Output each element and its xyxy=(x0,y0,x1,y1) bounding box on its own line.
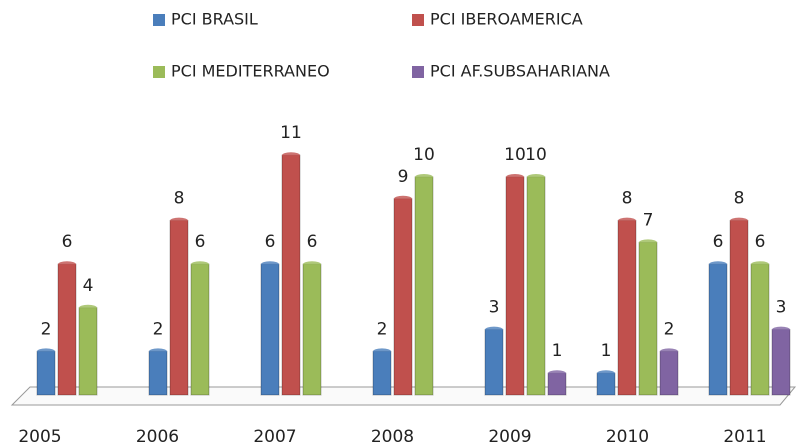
bar-cap xyxy=(751,261,769,268)
value-label: 1 xyxy=(552,341,563,361)
value-label: 6 xyxy=(713,232,724,252)
bar xyxy=(302,263,322,396)
x-tick-label: 2007 xyxy=(253,427,296,446)
bar-cap xyxy=(730,217,748,224)
x-tick-label: 2005 xyxy=(18,427,61,446)
value-label: 10 xyxy=(504,145,526,165)
bar xyxy=(169,220,189,396)
bar-cap xyxy=(506,174,524,180)
bar xyxy=(190,263,210,396)
bar-cap xyxy=(618,217,636,224)
bar-cap xyxy=(79,304,97,311)
bar xyxy=(78,307,98,396)
legend-label: PCI IBEROAMERICA xyxy=(430,10,583,29)
value-label: 6 xyxy=(265,232,276,252)
bar xyxy=(547,372,567,396)
value-label: 10 xyxy=(525,145,547,165)
bar-cap xyxy=(149,348,167,355)
bar-cap xyxy=(373,348,391,355)
bar xyxy=(617,220,637,396)
legend-label: PCI MEDITERRANEO xyxy=(171,62,330,81)
value-label: 2 xyxy=(153,319,164,339)
value-label: 2 xyxy=(41,319,52,339)
bar xyxy=(372,350,392,396)
value-label: 8 xyxy=(622,189,633,209)
legend-swatch xyxy=(153,14,165,26)
bar xyxy=(659,350,679,396)
value-label: 3 xyxy=(776,298,787,318)
value-label: 6 xyxy=(195,232,206,252)
value-label: 2 xyxy=(664,319,675,339)
value-label: 8 xyxy=(734,189,745,209)
value-label: 4 xyxy=(83,276,94,296)
bar-cap xyxy=(261,261,279,268)
bar xyxy=(148,350,168,396)
x-tick-label: 2011 xyxy=(723,427,766,446)
bar-cap xyxy=(772,326,790,333)
bar xyxy=(729,220,749,396)
bar-cap xyxy=(191,261,209,268)
value-label: 6 xyxy=(755,232,766,252)
bar xyxy=(414,176,434,396)
value-label: 10 xyxy=(413,145,435,165)
value-label: 6 xyxy=(62,232,73,252)
value-label: 6 xyxy=(307,232,318,252)
bar xyxy=(708,263,728,396)
x-tick-label: 2006 xyxy=(136,427,179,446)
legend-swatch xyxy=(153,66,165,78)
legend-swatch xyxy=(412,14,424,26)
legend-swatch xyxy=(412,66,424,78)
bar xyxy=(526,176,546,396)
bar xyxy=(281,154,301,396)
value-label: 1 xyxy=(601,341,612,361)
bar-cap xyxy=(415,174,433,180)
bar-cap xyxy=(303,261,321,268)
x-tick-label: 2008 xyxy=(371,427,414,446)
bar-cap xyxy=(282,152,300,159)
x-tick-label: 2009 xyxy=(488,427,531,446)
value-label: 8 xyxy=(174,189,185,209)
bar xyxy=(36,350,56,396)
bar-cap xyxy=(58,261,76,268)
bar-cap xyxy=(170,217,188,224)
bar-cap xyxy=(548,370,566,377)
x-tick-label: 2010 xyxy=(606,427,649,446)
bar-cap xyxy=(660,348,678,355)
bar xyxy=(393,198,413,396)
bar xyxy=(484,329,504,396)
value-label: 11 xyxy=(280,123,302,143)
bar-cap xyxy=(37,348,55,355)
bar-cap xyxy=(597,370,615,377)
bar xyxy=(505,176,525,396)
value-label: 9 xyxy=(398,167,409,187)
bar xyxy=(57,263,77,396)
bar xyxy=(771,329,791,396)
legend-label: PCI AF.SUBSAHARIANA xyxy=(430,62,610,81)
bar xyxy=(260,263,280,396)
legend-label: PCI BRASIL xyxy=(171,10,258,29)
value-label: 3 xyxy=(489,298,500,318)
bar-cap xyxy=(394,195,412,202)
value-label: 2 xyxy=(377,319,388,339)
bar-cap xyxy=(527,174,545,180)
bar xyxy=(750,263,770,396)
bar-cap xyxy=(709,261,727,268)
bar xyxy=(596,372,616,396)
bar xyxy=(638,241,658,396)
value-label: 7 xyxy=(643,210,654,230)
bar-cap xyxy=(485,326,503,333)
bar-cap xyxy=(639,239,657,246)
